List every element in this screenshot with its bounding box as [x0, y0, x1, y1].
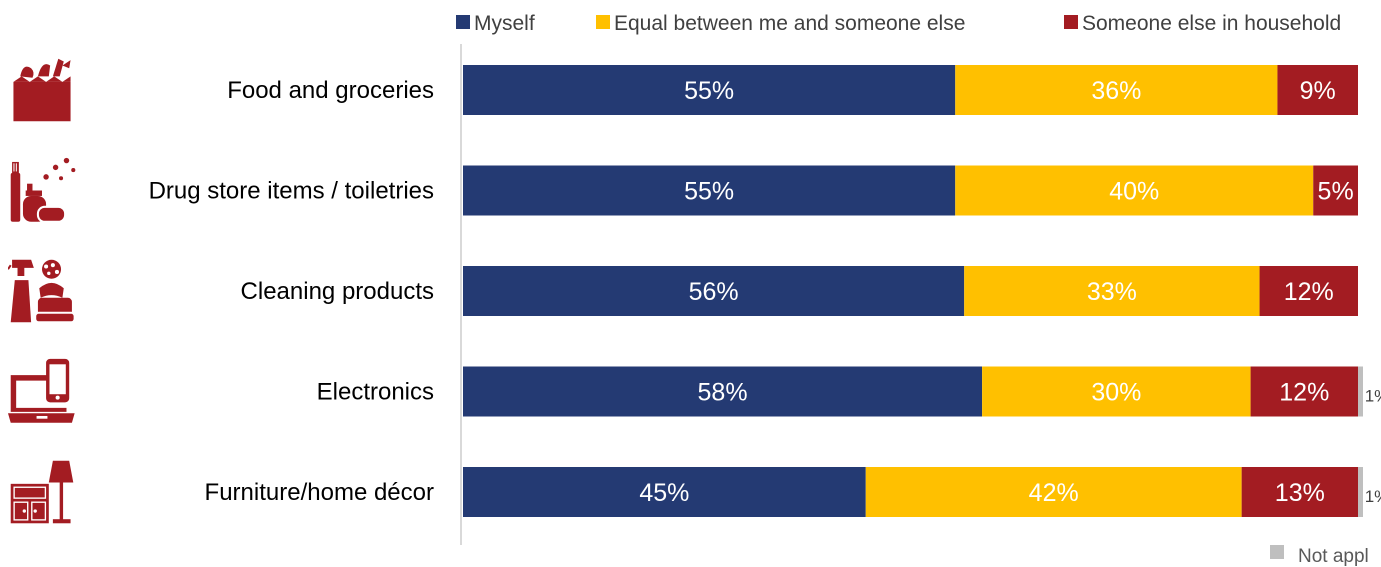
data-label-someone-else-in-household-food-and-groceries: 9%	[1300, 77, 1336, 105]
legend-swatch	[1270, 545, 1284, 559]
bar-someone-else-in-household-furniture-home-decor	[1241, 467, 1358, 517]
data-label-myself-furniture-home-decor: 45%	[639, 479, 689, 507]
data-label-equal-between-me-and-someone-else-furniture-home-decor: 42%	[1029, 479, 1079, 507]
toiletries-icon	[9, 156, 76, 223]
bar-myself-food-and-groceries	[463, 65, 956, 115]
data-label-myself-food-and-groceries: 55%	[684, 77, 734, 105]
data-label-someone-else-in-household-electronics: 12%	[1279, 379, 1329, 407]
bar-equal-between-me-and-someone-else-electronics	[982, 366, 1251, 417]
bar-someone-else-in-household-drug-store-items-toiletries	[1313, 165, 1358, 216]
bar-myself-cleaning-products	[463, 266, 965, 316]
bar-equal-between-me-and-someone-else-cleaning-products	[964, 266, 1260, 316]
legend-swatch	[596, 15, 610, 29]
data-label-someone-else-in-household-cleaning-products: 12%	[1284, 278, 1334, 306]
legend-label: Someone else in household	[1082, 12, 1341, 35]
bars: 55% 36% 9% 55% 40% 5% 56% 33% 12% 58% 30% 12% 1% 45% 4…	[463, 65, 1381, 517]
legend-swatch	[456, 15, 470, 29]
bar-myself-furniture-home-decor	[463, 467, 866, 517]
data-label-equal-between-me-and-someone-else-electronics: 30%	[1091, 379, 1141, 407]
data-label-equal-between-me-and-someone-else-cleaning-products: 33%	[1087, 278, 1137, 306]
bar-not-appl-furniture-home-decor	[1358, 467, 1363, 517]
bar-myself-electronics	[463, 366, 983, 417]
category-icons	[8, 58, 76, 524]
data-label-equal-between-me-and-someone-else-food-and-groceries: 36%	[1091, 77, 1141, 105]
data-label-equal-between-me-and-someone-else-drug-store-items-toiletries: 40%	[1109, 178, 1159, 206]
bar-equal-between-me-and-someone-else-drug-store-items-toiletries	[955, 165, 1314, 216]
legend-label: Equal between me and someone else	[614, 12, 965, 35]
data-label-myself-drug-store-items-toiletries: 55%	[684, 178, 734, 206]
legend-swatch	[1064, 15, 1078, 29]
legend-item-someone-else-in-household: Someone else in household	[1064, 12, 1341, 35]
grocery-bag-icon	[13, 58, 71, 122]
category-label-cleaning-products: Cleaning products	[241, 278, 434, 305]
legend-item-not-appl: Not appl	[1270, 545, 1369, 567]
data-label-myself-cleaning-products: 56%	[689, 278, 739, 306]
category-label-furniture-home-decor: Furniture/home décor	[205, 479, 434, 506]
bar-equal-between-me-and-someone-else-furniture-home-decor	[865, 467, 1242, 517]
bar-someone-else-in-household-electronics	[1250, 366, 1358, 417]
data-label-myself-electronics: 58%	[698, 379, 748, 407]
legend-label: Myself	[474, 12, 535, 35]
category-label-drug-store-items-toiletries: Drug store items / toiletries	[149, 178, 434, 205]
bar-someone-else-in-household-cleaning-products	[1259, 266, 1358, 316]
bar-someone-else-in-household-food-and-groceries	[1277, 65, 1358, 115]
computer-phone-icon	[8, 358, 75, 423]
legend-item-myself: Myself	[456, 12, 535, 35]
legend: Myself Equal between me and someone else S…	[456, 12, 1369, 567]
furniture-lamp-icon	[10, 460, 74, 524]
legend-item-equal-between-me-and-someone-else: Equal between me and someone else	[596, 12, 965, 35]
data-label-not-appl-electronics: 1%	[1365, 387, 1381, 406]
data-label-not-appl-furniture-home-decor: 1%	[1365, 487, 1381, 506]
bar-equal-between-me-and-someone-else-food-and-groceries	[955, 65, 1278, 115]
bar-myself-drug-store-items-toiletries	[463, 165, 956, 216]
data-label-someone-else-in-household-drug-store-items-toiletries: 5%	[1318, 178, 1354, 206]
category-label-electronics: Electronics	[317, 379, 434, 406]
data-label-someone-else-in-household-furniture-home-decor: 13%	[1275, 479, 1325, 507]
bar-not-appl-electronics	[1358, 366, 1363, 417]
category-label-food-and-groceries: Food and groceries	[227, 77, 434, 104]
cleaning-spray-icon	[8, 258, 76, 324]
legend-label: Not appl	[1298, 546, 1369, 567]
category-labels: Food and groceries Drug store items / toi…	[149, 77, 434, 506]
